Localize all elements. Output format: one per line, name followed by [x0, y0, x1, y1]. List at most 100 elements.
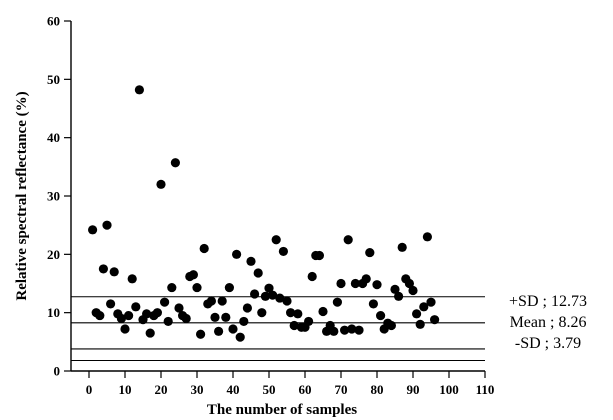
y-tick-label: 20	[47, 247, 60, 262]
data-point	[350, 278, 360, 289]
data-point	[289, 320, 299, 331]
data-point	[347, 324, 357, 334]
data-point	[102, 220, 112, 230]
x-tick-label: 30	[191, 382, 204, 397]
data-point	[210, 312, 220, 322]
data-point	[246, 256, 256, 266]
data-point	[365, 247, 375, 258]
data-point	[156, 179, 166, 189]
data-point	[206, 296, 216, 306]
y-axis-ticks: 0 10 20 30 40 50 60	[47, 14, 71, 379]
x-tick-label: 20	[155, 382, 168, 397]
x-tick-label: 40	[227, 382, 240, 397]
data-point	[293, 309, 303, 319]
data-point	[120, 324, 130, 334]
x-tick-label: 80	[371, 382, 384, 397]
data-point	[167, 282, 177, 293]
data-point	[160, 297, 170, 307]
data-point	[224, 282, 234, 293]
data-point	[98, 264, 108, 274]
data-point	[329, 326, 339, 336]
data-points	[88, 85, 440, 342]
data-point	[217, 296, 227, 306]
data-point	[304, 316, 314, 327]
y-axis-label: Relative spectral reflectance (%)	[14, 91, 30, 300]
data-point	[419, 302, 429, 312]
reference-line-label: Mean ; 8.26	[510, 314, 587, 331]
data-point	[264, 283, 274, 293]
data-point	[221, 312, 231, 322]
x-axis-ticks: 0 10 20 30 40 50 60 70 80 90 100 110	[86, 371, 495, 397]
x-axis-label: The number of samples	[207, 402, 357, 418]
data-point	[152, 308, 162, 318]
data-point	[278, 246, 288, 257]
data-point	[412, 309, 422, 319]
data-point	[318, 306, 328, 317]
y-tick-label: 10	[47, 305, 60, 320]
x-tick-label: 0	[86, 382, 93, 397]
y-tick-label: 30	[47, 189, 60, 204]
data-point	[214, 326, 224, 336]
data-point	[260, 291, 270, 301]
data-point	[239, 316, 249, 327]
data-point	[404, 278, 414, 289]
y-tick-label: 60	[47, 14, 60, 29]
data-point	[415, 319, 425, 329]
data-point	[426, 297, 436, 307]
data-point	[127, 274, 137, 284]
data-point	[286, 308, 296, 318]
data-point	[354, 325, 364, 335]
y-tick-label: 40	[47, 130, 60, 145]
data-point	[340, 325, 350, 335]
data-point	[228, 324, 238, 334]
reference-line-label: +SD ; 12.73	[509, 293, 587, 310]
data-point	[232, 249, 242, 259]
x-tick-label: 90	[407, 382, 420, 397]
data-point	[361, 274, 371, 284]
data-point	[257, 308, 267, 318]
data-point	[199, 243, 209, 254]
data-point	[170, 158, 180, 168]
data-point	[196, 329, 206, 339]
data-point	[109, 267, 119, 277]
data-point	[192, 282, 202, 293]
data-point	[116, 313, 126, 324]
data-point	[314, 250, 324, 261]
x-tick-label: 10	[119, 382, 132, 397]
data-point	[163, 316, 173, 327]
data-point	[235, 332, 245, 342]
data-point	[145, 328, 155, 338]
data-point	[282, 296, 292, 306]
data-point	[343, 235, 353, 245]
x-tick-label: 60	[299, 382, 312, 397]
data-point	[336, 278, 346, 289]
x-tick-label: 110	[476, 382, 495, 397]
data-point	[332, 297, 342, 307]
data-point	[268, 290, 278, 300]
data-point	[181, 313, 191, 324]
data-point	[95, 310, 105, 321]
data-point	[134, 85, 144, 95]
data-point	[376, 310, 386, 321]
data-point	[188, 270, 198, 280]
data-point	[422, 232, 432, 242]
x-tick-label: 70	[335, 382, 348, 397]
data-point	[390, 284, 400, 294]
data-point	[174, 303, 184, 313]
data-point	[242, 303, 252, 313]
data-point	[397, 242, 407, 252]
y-tick-label: 50	[47, 72, 60, 87]
x-tick-label: 50	[263, 382, 276, 397]
data-point	[307, 271, 317, 282]
data-point	[250, 289, 260, 299]
x-tick-label: 100	[439, 382, 459, 397]
data-point	[430, 315, 440, 325]
data-point	[124, 310, 134, 321]
y-tick-label: 0	[54, 364, 61, 379]
data-point	[131, 302, 141, 312]
data-point	[275, 293, 285, 303]
data-point	[368, 299, 378, 309]
data-point	[394, 291, 404, 301]
data-point	[106, 299, 116, 309]
